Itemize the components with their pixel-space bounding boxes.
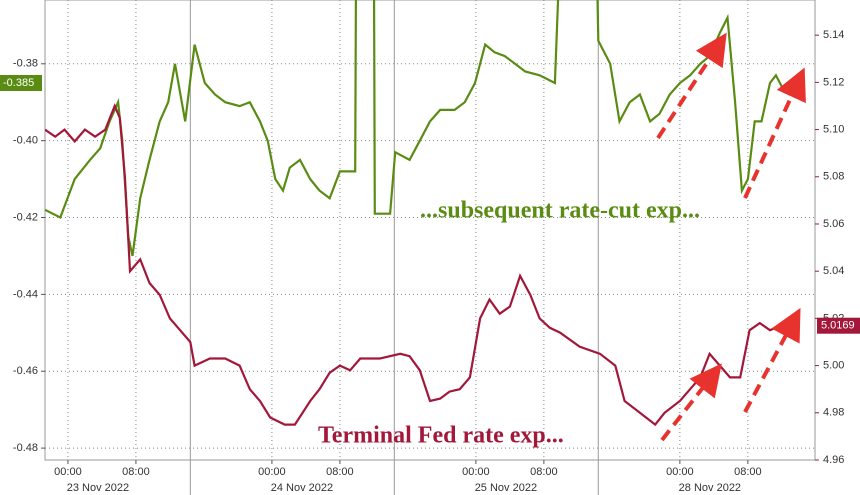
y-tick-label: -0.46 [13, 365, 38, 377]
y2-tick-label: 5.06 [823, 218, 844, 230]
last-value-label: -0.385 [3, 77, 34, 89]
y-tick-label: -0.42 [13, 211, 38, 223]
y-tick-label: -0.40 [13, 135, 38, 147]
arrows [656, 32, 806, 442]
date-label: 28 Nov 2022 [679, 482, 741, 494]
series-line [45, 103, 781, 427]
x-tick-label: 00:00 [666, 466, 694, 478]
series-line [45, 0, 783, 257]
last-value-box [817, 317, 860, 334]
date-label: 25 Nov 2022 [475, 482, 537, 494]
x-tick-label: 08:00 [530, 466, 558, 478]
y2-tick-label: 5.00 [823, 359, 844, 371]
arrow [743, 307, 801, 413]
y-tick-label: -0.38 [13, 58, 38, 70]
arrow [743, 67, 806, 199]
axes: -0.48 -0.46 -0.44 -0.42 -0.40 -0.38 4.96 4.98 5.… [0, 29, 860, 494]
date-label: 23 Nov 2022 [67, 482, 129, 494]
y-tick-label: -0.48 [13, 442, 38, 454]
x-tick-label: 00:00 [54, 466, 82, 478]
annotation: Terminal Fed rate exp... [318, 423, 564, 449]
lines [45, 0, 783, 427]
y2-tick-label: 4.98 [823, 407, 844, 419]
last-value-box [0, 75, 42, 92]
date-label: 24 Nov 2022 [271, 482, 333, 494]
x-tick-label: 00:00 [462, 466, 490, 478]
y-tick-label: -0.44 [13, 288, 38, 300]
y2-tick-label: 5.14 [823, 29, 844, 41]
x-tick-label: 08:00 [326, 466, 354, 478]
y2-tick-label: 5.12 [823, 76, 844, 88]
x-tick-label: 08:00 [734, 466, 762, 478]
y2-tick-label: 5.04 [823, 265, 844, 277]
x-tick-label: 08:00 [122, 466, 150, 478]
last-value-label: 5.0169 [821, 320, 855, 332]
annotation: ...subsequent rate-cut exp... [420, 198, 700, 224]
y2-tick-label: 4.96 [823, 454, 844, 466]
y2-tick-label: 5.10 [823, 123, 844, 135]
arrow [660, 363, 722, 442]
y2-tick-label: 5.08 [823, 171, 844, 183]
x-tick-label: 00:00 [258, 466, 286, 478]
